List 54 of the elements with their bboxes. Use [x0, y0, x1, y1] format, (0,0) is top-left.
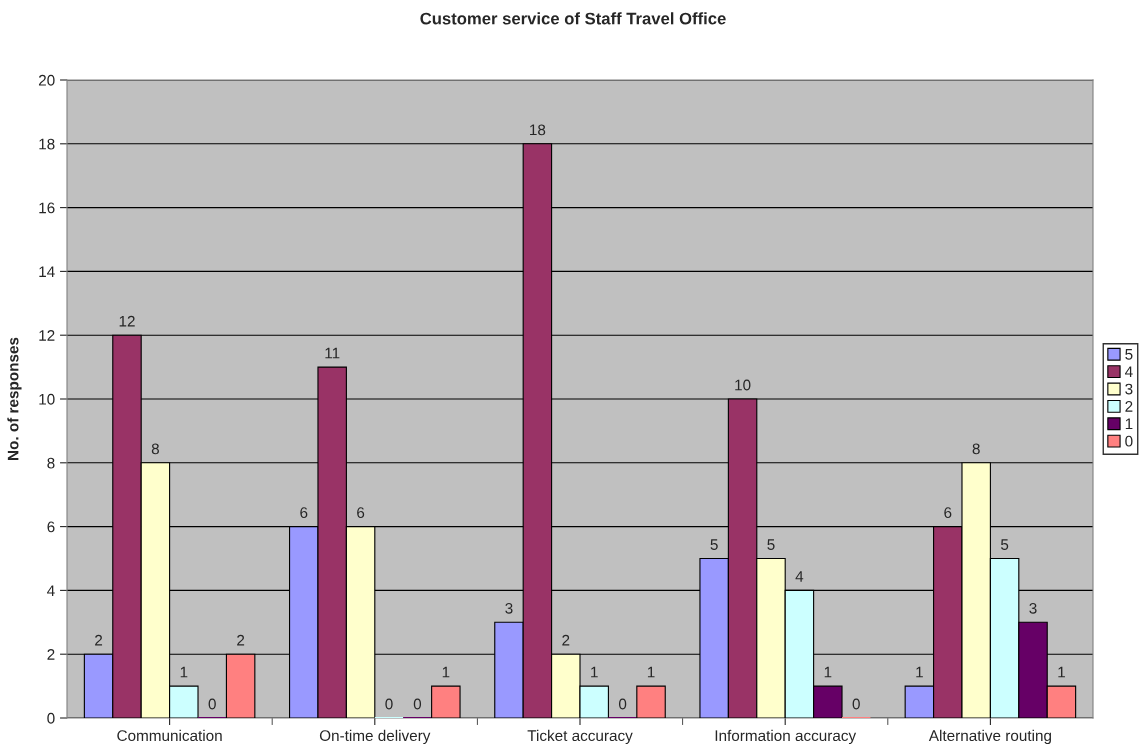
data-label: 0 — [385, 698, 393, 710]
data-label: 1 — [647, 666, 655, 678]
data-label: 18 — [530, 124, 546, 136]
x-tick-label: Information accuracy — [715, 729, 857, 745]
data-label: 5 — [767, 539, 775, 550]
legend-label: 4 — [1125, 366, 1133, 377]
y-tick-label: 16 — [39, 202, 55, 214]
legend-label: 0 — [1125, 435, 1133, 447]
data-label: 1 — [591, 666, 598, 678]
y-tick-label: 10 — [39, 393, 55, 405]
data-label: 0 — [413, 698, 422, 710]
y-tick-label: 8 — [47, 457, 55, 469]
data-label: 1 — [180, 666, 188, 678]
x-tick-label: On-time delivery — [319, 729, 431, 745]
data-label: 1 — [1058, 666, 1065, 678]
y-tick-label: 14 — [39, 266, 55, 277]
x-tick-label: Alternative routing — [928, 729, 1051, 745]
data-label: 6 — [300, 507, 308, 519]
data-label: 6 — [944, 507, 952, 519]
data-label: 2 — [562, 634, 570, 646]
data-label: 2 — [95, 634, 103, 646]
x-tick-label: Ticket accuracy — [527, 729, 633, 745]
x-tick-label: Communication — [117, 729, 222, 742]
y-axis-title: No. of responses — [7, 337, 22, 460]
data-label: 12 — [119, 315, 135, 327]
legend-label: 1 — [1125, 418, 1133, 430]
data-label: 0 — [618, 698, 627, 710]
y-tick-label: 20 — [38, 74, 55, 86]
data-label: 11 — [325, 347, 340, 359]
y-tick-label: 12 — [39, 330, 55, 341]
data-label: 1 — [824, 666, 832, 678]
data-label: 8 — [972, 443, 980, 455]
data-label: 3 — [1029, 602, 1037, 614]
legend-label: 5 — [1125, 349, 1133, 360]
chart-title: Customer service of Staff Travel Office — [420, 12, 726, 25]
y-tick-label: 0 — [47, 712, 55, 724]
data-label: 0 — [208, 698, 216, 710]
y-tick-label: 2 — [47, 649, 55, 660]
data-label: 6 — [357, 507, 365, 519]
data-label: 1 — [442, 666, 450, 678]
legend-label: 2 — [1125, 401, 1133, 412]
y-tick-label: 6 — [47, 521, 55, 533]
data-label: 4 — [795, 571, 804, 582]
y-tick-label: 18 — [39, 138, 55, 150]
legend-label: 3 — [1125, 383, 1133, 395]
data-label: 3 — [505, 602, 513, 614]
data-label: 5 — [1000, 539, 1009, 550]
data-label: 8 — [151, 443, 159, 455]
data-label: 10 — [735, 379, 751, 391]
data-label: 1 — [916, 666, 923, 678]
data-label: 5 — [710, 539, 718, 550]
y-tick-label: 4 — [47, 585, 55, 596]
data-label: 2 — [237, 634, 245, 646]
data-label: 0 — [852, 698, 860, 710]
